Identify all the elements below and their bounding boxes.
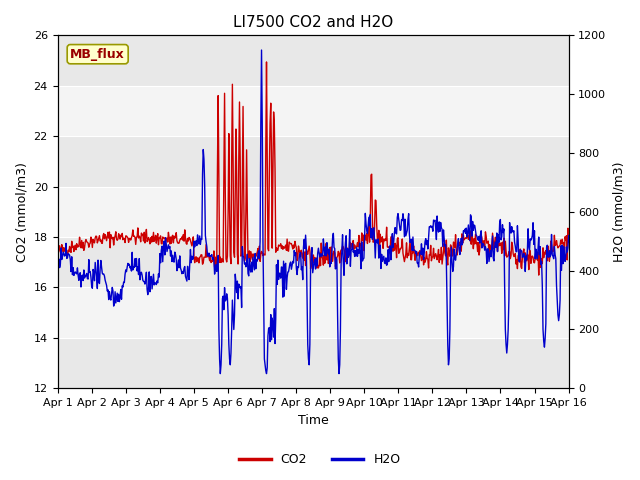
Y-axis label: H2O (mmol/m3): H2O (mmol/m3): [612, 162, 625, 262]
Title: LI7500 CO2 and H2O: LI7500 CO2 and H2O: [233, 15, 393, 30]
Y-axis label: CO2 (mmol/m3): CO2 (mmol/m3): [15, 162, 28, 262]
Bar: [58, 288, 568, 338]
Bar: [58, 187, 568, 237]
X-axis label: Time: Time: [298, 414, 328, 427]
Bar: [58, 86, 568, 136]
Legend: CO2, H2O: CO2, H2O: [234, 448, 406, 471]
Text: MB_flux: MB_flux: [70, 48, 125, 60]
